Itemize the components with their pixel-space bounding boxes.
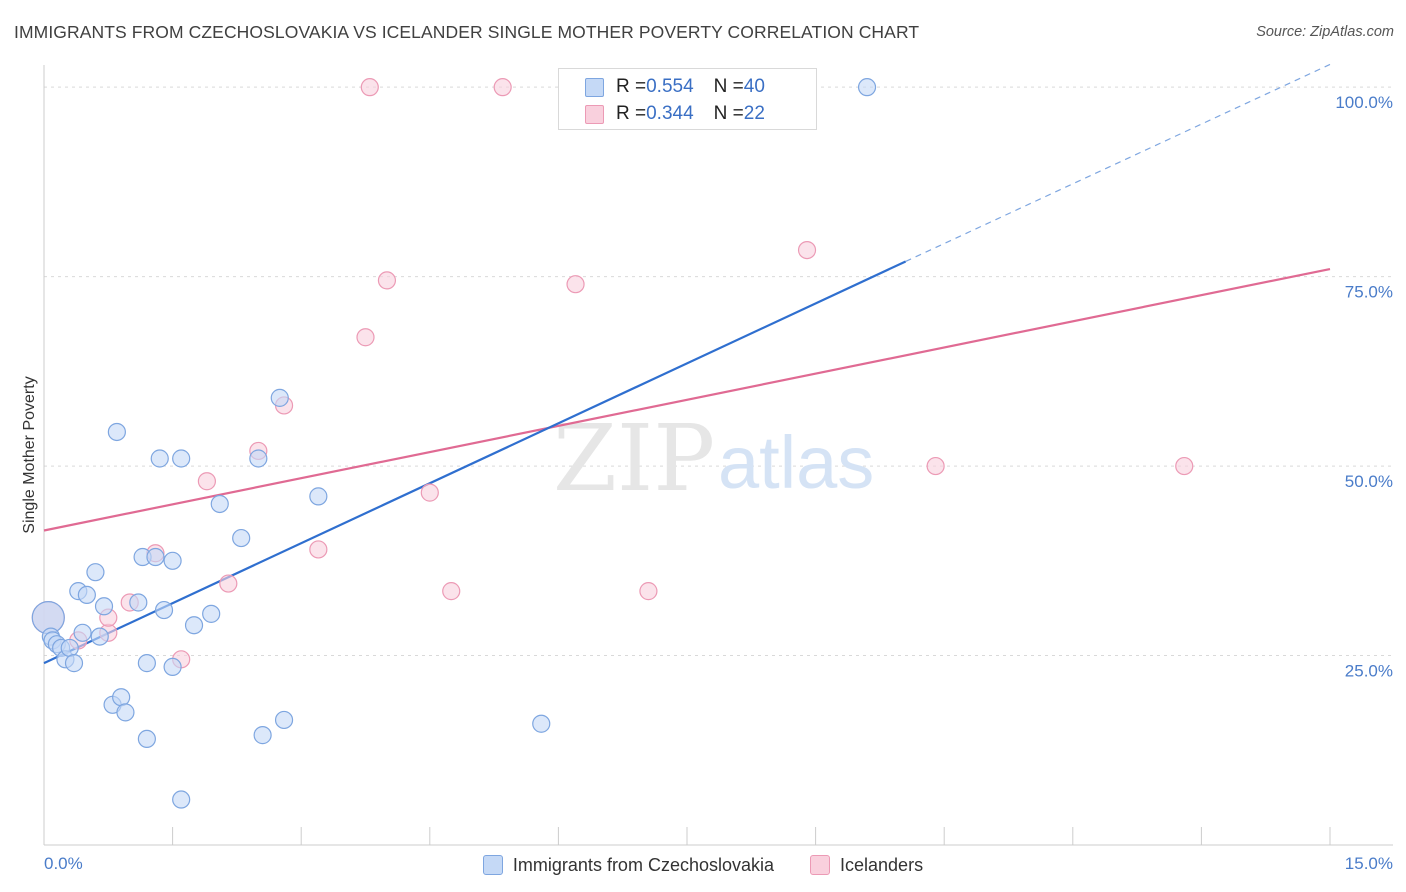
legend-n-value: 40: [743, 76, 765, 97]
czechoslovakia-point: [163, 551, 182, 570]
legend-r-value: 0.344: [646, 103, 694, 124]
czechoslovakia-point: [150, 449, 169, 468]
y-tick-label: 25.0%: [1345, 662, 1393, 681]
czechoslovakia-point: [172, 449, 191, 468]
czechoslovakia-point: [137, 729, 156, 749]
czechoslovakia-point: [64, 654, 84, 673]
czechoslovakia-point: [172, 790, 191, 809]
legend-swatch-blue: [482, 855, 503, 875]
icelanders-point: [926, 456, 945, 476]
legend-item-czechoslovakia: Immigrants from Czechoslovakia: [482, 854, 775, 876]
legend-label-icelanders: Icelanders: [840, 854, 924, 875]
czechoslovakia-point: [202, 604, 221, 623]
czechoslovakia-point: [184, 616, 204, 635]
y-tick-label: 75.0%: [1345, 283, 1393, 302]
czechoslovakia-point: [857, 78, 877, 97]
y-tick-label: 100.0%: [1335, 93, 1393, 112]
legend-row-czechoslovakia: R = 0.554 N = 40: [585, 75, 765, 99]
trend-line-czechoslovakia-extension: [905, 63, 1331, 263]
czechoslovakia-point: [77, 585, 96, 605]
czechoslovakia-point: [107, 422, 126, 442]
czechoslovakia-point: [116, 703, 135, 722]
icelanders-points: [31, 78, 1194, 669]
legend-n-label: N =: [713, 103, 744, 124]
x-tick-label-min: 0.0%: [44, 854, 83, 873]
czechoslovakia-point: [137, 654, 156, 673]
series-legend: Immigrants from Czechoslovakia Icelander…: [0, 852, 1406, 878]
czechoslovakia-point: [90, 627, 109, 646]
trend-line-icelanders: [43, 267, 1331, 532]
legend-swatch-pink: [810, 855, 831, 875]
czechoslovakia-point: [73, 623, 92, 642]
icelanders-point: [1175, 456, 1194, 476]
icelanders-point: [797, 240, 817, 260]
trend-lines: [43, 63, 1331, 665]
czechoslovakia-point: [309, 487, 328, 506]
czechoslovakia-point: [60, 638, 79, 658]
source-credit: Source: ZipAtlas.com: [1256, 24, 1394, 40]
icelanders-point: [420, 483, 439, 502]
czechoslovakia-point: [249, 449, 268, 468]
icelanders-point: [197, 472, 216, 491]
czechoslovakia-point: [86, 563, 105, 582]
icelanders-point: [442, 582, 461, 601]
czechoslovakia-point: [253, 726, 272, 745]
legend-item-icelanders: Icelanders: [810, 855, 923, 876]
legend-swatch-pink: [585, 104, 604, 124]
czechoslovakia-point: [154, 600, 174, 620]
legend-label-czechoslovakia: Immigrants from Czechoslovakia: [512, 854, 775, 875]
watermark-atlas: atlas: [718, 421, 874, 504]
stats-legend: R = 0.554 N = 40 R = 0.344 N = 22: [558, 68, 817, 130]
czechoslovakia-point: [146, 547, 165, 567]
axes: [43, 65, 1393, 846]
czechoslovakia-point: [210, 494, 229, 514]
legend-r-value: 0.554: [646, 76, 694, 97]
czechoslovakia-point: [274, 710, 294, 730]
icelanders-point: [377, 271, 397, 290]
czechoslovakia-point: [232, 528, 251, 548]
icelanders-point: [356, 328, 375, 347]
legend-r-label: R =: [616, 76, 647, 97]
czechoslovakia-point: [112, 688, 131, 707]
icelanders-point: [566, 275, 585, 294]
icelanders-point: [493, 78, 512, 97]
y-axis-label: Single Mother Poverty: [21, 376, 38, 533]
icelanders-point: [219, 574, 238, 593]
y-tick-label: 50.0%: [1345, 472, 1393, 491]
czechoslovakia-point: [163, 657, 182, 677]
czechoslovakia-point: [532, 714, 551, 733]
legend-swatch-blue: [585, 77, 604, 97]
czechoslovakia-points: [31, 78, 877, 809]
watermark-zip: ZIP: [553, 405, 715, 512]
czechoslovakia-point: [94, 597, 114, 616]
czechoslovakia-point: [129, 593, 148, 612]
legend-n-label: N =: [713, 76, 744, 97]
legend-n-value: 22: [743, 103, 765, 124]
watermark: ZIP atlas: [553, 405, 874, 512]
icelanders-point: [360, 78, 379, 97]
gridlines: [44, 86, 1393, 657]
y-tick-labels: 25.0% 50.0% 75.0% 100.0%: [1335, 93, 1393, 680]
icelanders-point: [639, 582, 658, 601]
trend-line-czechoslovakia: [43, 260, 907, 665]
x-tick-label-max: 15.0%: [1345, 854, 1393, 873]
legend-row-icelanders: R = 0.344 N = 22: [585, 102, 765, 126]
legend-r-label: R =: [616, 103, 647, 124]
chart-title: IMMIGRANTS FROM CZECHOSLOVAKIA VS ICELAN…: [14, 22, 920, 42]
czechoslovakia-point: [270, 388, 289, 407]
icelanders-point: [309, 540, 328, 559]
